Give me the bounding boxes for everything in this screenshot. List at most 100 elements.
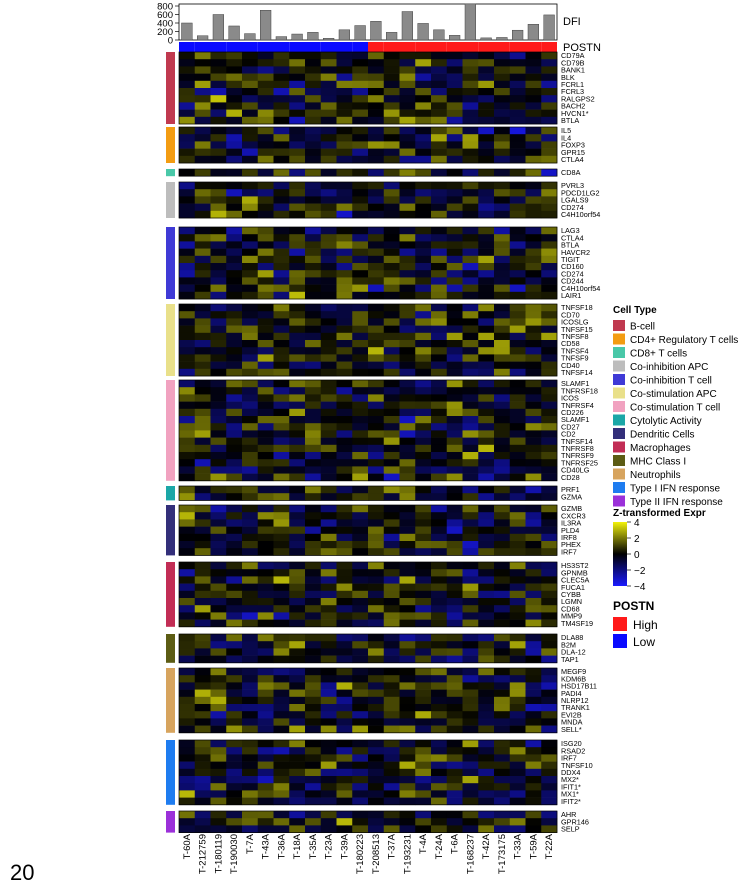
- heatmap-cell: [446, 380, 463, 388]
- heatmap-cell: [462, 380, 479, 388]
- heatmap-cell: [462, 473, 479, 482]
- heatmap-cell: [446, 196, 463, 204]
- heatmap-cell: [226, 304, 243, 312]
- heatmap-cell: [289, 797, 306, 806]
- cell-type-sidebar: [166, 182, 175, 218]
- heatmap-cell: [305, 430, 322, 438]
- heatmap-cell: [289, 401, 306, 410]
- heatmap-cell: [446, 234, 463, 242]
- heatmap-cell: [273, 88, 290, 96]
- heatmap-cell: [226, 459, 243, 467]
- heatmap-cell: [257, 648, 274, 656]
- heatmap-cell: [289, 811, 306, 819]
- heatmap-cell: [242, 747, 259, 755]
- heatmap-cell: [352, 401, 369, 410]
- heatmap-cell: [541, 612, 558, 620]
- heatmap-cell: [242, 127, 259, 135]
- heatmap-cell: [525, 182, 542, 190]
- heatmap-cell: [494, 423, 511, 431]
- heatmap-cell: [368, 452, 385, 460]
- heatmap-cell: [320, 52, 337, 60]
- heatmap-cell: [179, 241, 196, 249]
- heatmap-cell: [320, 512, 337, 520]
- heatmap-cell: [525, 73, 542, 82]
- postn-cell: [257, 42, 274, 52]
- heatmap-cell: [462, 325, 479, 334]
- heatmap-cell: [494, 473, 511, 482]
- heatmap-cell: [446, 80, 463, 89]
- heatmap-cell: [368, 526, 385, 535]
- heatmap-cell: [289, 368, 306, 377]
- postn-legend-swatch: [613, 634, 627, 648]
- heatmap-cell: [509, 768, 526, 777]
- heatmap-cell: [478, 619, 495, 628]
- heatmap-cell: [383, 725, 400, 734]
- heatmap-cell: [383, 466, 400, 474]
- heatmap-cell: [399, 825, 416, 833]
- heatmap-cell: [431, 619, 448, 628]
- heatmap-cell: [194, 189, 211, 197]
- gene-label: TNFSF8: [561, 332, 589, 341]
- heatmap-cell: [399, 102, 416, 110]
- heatmap-cell: [525, 102, 542, 110]
- heatmap-cell: [352, 88, 369, 96]
- heatmap-cell: [415, 761, 432, 770]
- heatmap-cell: [257, 141, 274, 149]
- heatmap-cell: [494, 255, 511, 264]
- heatmap-cell: [194, 493, 211, 501]
- heatmap-cell: [179, 612, 196, 620]
- heatmap-cell: [226, 569, 243, 577]
- heatmap-cell: [210, 452, 227, 460]
- heatmap-cell: [257, 675, 274, 683]
- gene-label: RALGPS2: [561, 94, 595, 103]
- heatmap-cell: [242, 109, 259, 118]
- heatmap-cell: [415, 768, 432, 777]
- heatmap-cell: [383, 598, 400, 606]
- sample-label: T-23A: [324, 833, 335, 859]
- dfi-bar: [527, 24, 539, 41]
- heatmap-cell: [446, 747, 463, 755]
- heatmap-cell: [289, 583, 306, 592]
- heatmap-cell: [289, 590, 306, 599]
- heatmap-cell: [336, 655, 353, 664]
- heatmap-cell: [352, 562, 369, 570]
- heatmap-cell: [194, 270, 211, 278]
- heatmap-cell: [509, 263, 526, 271]
- heatmap-cell: [446, 825, 463, 833]
- postn-cell: [415, 42, 431, 52]
- postn-cell: [494, 42, 510, 52]
- heatmap-cell: [478, 718, 495, 726]
- cell-type-sidebar: [166, 811, 175, 833]
- heatmap-cell: [368, 768, 385, 777]
- heatmap-cell: [541, 210, 558, 219]
- postn-cell: [541, 42, 557, 52]
- heatmap-cell: [446, 127, 463, 135]
- heatmap-cell: [462, 718, 479, 726]
- heatmap-cell: [194, 675, 211, 683]
- sample-label: T-180119: [213, 834, 224, 873]
- postn-cell: [478, 42, 494, 52]
- heatmap-cell: [289, 768, 306, 777]
- heatmap-cell: [336, 304, 353, 312]
- heatmap-cell: [352, 73, 369, 82]
- cell-type-sidebar: [166, 505, 175, 556]
- heatmap-cell: [525, 754, 542, 762]
- heatmap-cell: [305, 444, 322, 453]
- heatmap-cell: [320, 768, 337, 777]
- heatmap-cell: [399, 182, 416, 190]
- heatmap-cell: [478, 116, 495, 125]
- heatmap-cell: [336, 612, 353, 620]
- heatmap-cell: [541, 277, 558, 285]
- heatmap-cell: [336, 277, 353, 285]
- heatmap-cell: [352, 263, 369, 271]
- heatmap-cell: [383, 284, 400, 293]
- heatmap-cell: [320, 444, 337, 453]
- heatmap-cell: [431, 493, 448, 501]
- dfi-bar: [291, 33, 303, 41]
- heatmap-cell: [462, 519, 479, 527]
- heatmap-cell: [194, 718, 211, 726]
- heatmap-cell: [305, 790, 322, 798]
- heatmap-cell: [305, 141, 322, 149]
- dfi-tick-label: 400: [157, 19, 173, 30]
- heatmap-cell: [509, 354, 526, 362]
